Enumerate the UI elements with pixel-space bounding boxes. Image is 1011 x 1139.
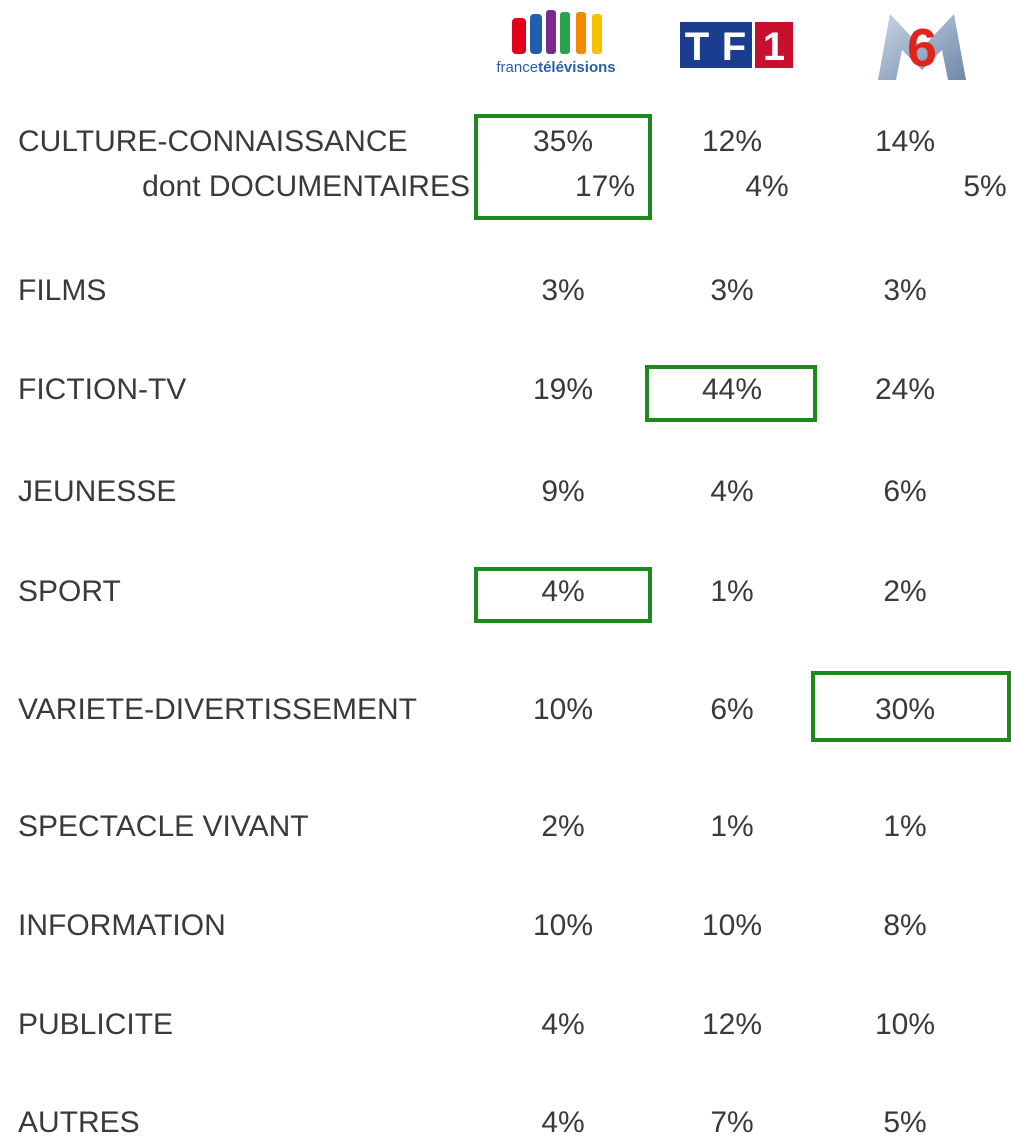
- row-label: dont DOCUMENTAIRES: [142, 170, 470, 203]
- row-label: PUBLICITE: [18, 1008, 173, 1041]
- francetv-logo: francetélévisions: [496, 10, 616, 76]
- tf1-logo: TF1: [680, 22, 793, 69]
- cell-value: 7%: [710, 1106, 753, 1139]
- cell-value: 4%: [541, 575, 584, 608]
- m6-text: 6: [907, 18, 937, 78]
- cell-value: 8%: [883, 909, 926, 942]
- cell-value: 4%: [541, 1008, 584, 1041]
- cell-value: 5%: [963, 170, 1006, 203]
- cell-value: 1%: [883, 810, 926, 843]
- cell-value: 1%: [710, 575, 753, 608]
- cell-value: 10%: [875, 1008, 935, 1041]
- row-label: SPECTACLE VIVANT: [18, 810, 309, 843]
- cell-value: 10%: [702, 909, 762, 942]
- row-label: CULTURE-CONNAISSANCE: [18, 125, 408, 158]
- row-label: FICTION-TV: [18, 373, 186, 406]
- cell-value: 3%: [710, 274, 753, 307]
- cell-value: 35%: [533, 125, 593, 158]
- cell-value: 6%: [883, 475, 926, 508]
- highlight-box: [474, 114, 652, 220]
- cell-value: 4%: [710, 475, 753, 508]
- cell-value: 3%: [883, 274, 926, 307]
- cell-value: 9%: [541, 475, 584, 508]
- highlight-box: [645, 365, 817, 422]
- francetv-word: télévisions: [538, 59, 616, 76]
- cell-value: 4%: [541, 1106, 584, 1139]
- cell-value: 10%: [533, 693, 593, 726]
- tf1-text: TF1: [685, 25, 785, 69]
- cell-value: 10%: [533, 909, 593, 942]
- cell-value: 3%: [541, 274, 584, 307]
- row-label: INFORMATION: [18, 909, 226, 942]
- row-label: SPORT: [18, 575, 121, 608]
- francetv-word: france: [496, 59, 538, 76]
- row-label: AUTRES: [18, 1106, 140, 1139]
- cell-value: 5%: [883, 1106, 926, 1139]
- row-label: JEUNESSE: [18, 475, 176, 508]
- cell-value: 19%: [533, 373, 593, 406]
- cell-value: 2%: [883, 575, 926, 608]
- cell-value: 1%: [710, 810, 753, 843]
- cell-value: 24%: [875, 373, 935, 406]
- cell-value: 2%: [541, 810, 584, 843]
- francetv-name: francetélévisions: [496, 59, 615, 76]
- cell-value: 12%: [702, 125, 762, 158]
- cell-value: 12%: [702, 1008, 762, 1041]
- cell-value: 17%: [575, 170, 635, 203]
- highlight-box: [474, 567, 652, 623]
- cell-value: 44%: [702, 373, 762, 406]
- m6-logo: 6: [878, 14, 966, 80]
- table: CULTURE-CONNAISSANCE 35% 12% 14% dont DOCUME…: [18, 125, 1007, 1139]
- row-label: VARIETE-DIVERTISSEMENT: [18, 693, 417, 726]
- highlight-box: [811, 671, 1011, 742]
- row-label: FILMS: [18, 274, 106, 307]
- cell-value: 4%: [745, 170, 788, 203]
- cell-value: 6%: [710, 693, 753, 726]
- cell-value: 30%: [875, 693, 935, 726]
- cell-value: 14%: [875, 125, 935, 158]
